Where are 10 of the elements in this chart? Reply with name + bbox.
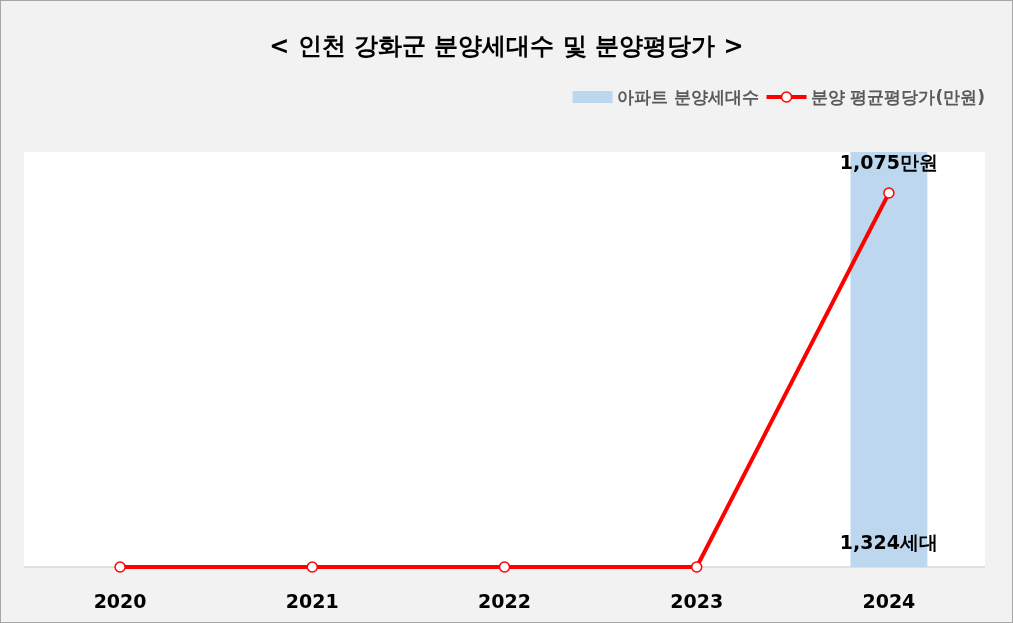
- legend-label: 분양 평균평당가(만원): [810, 87, 985, 107]
- data-label: 1,075만원: [839, 151, 938, 174]
- data-label: 1,324세대: [839, 531, 938, 553]
- x-tick-label: 2021: [285, 590, 339, 612]
- x-tick-label: 2022: [478, 590, 531, 612]
- x-tick-label: 2023: [670, 590, 724, 612]
- x-tick-label: 2020: [93, 590, 147, 612]
- chart-title: < 인천 강화군 분양세대수 및 분양평당가 >: [269, 32, 744, 60]
- legend-label: 아파트 분양세대수: [616, 87, 759, 107]
- x-tick-label: 2024: [862, 590, 916, 612]
